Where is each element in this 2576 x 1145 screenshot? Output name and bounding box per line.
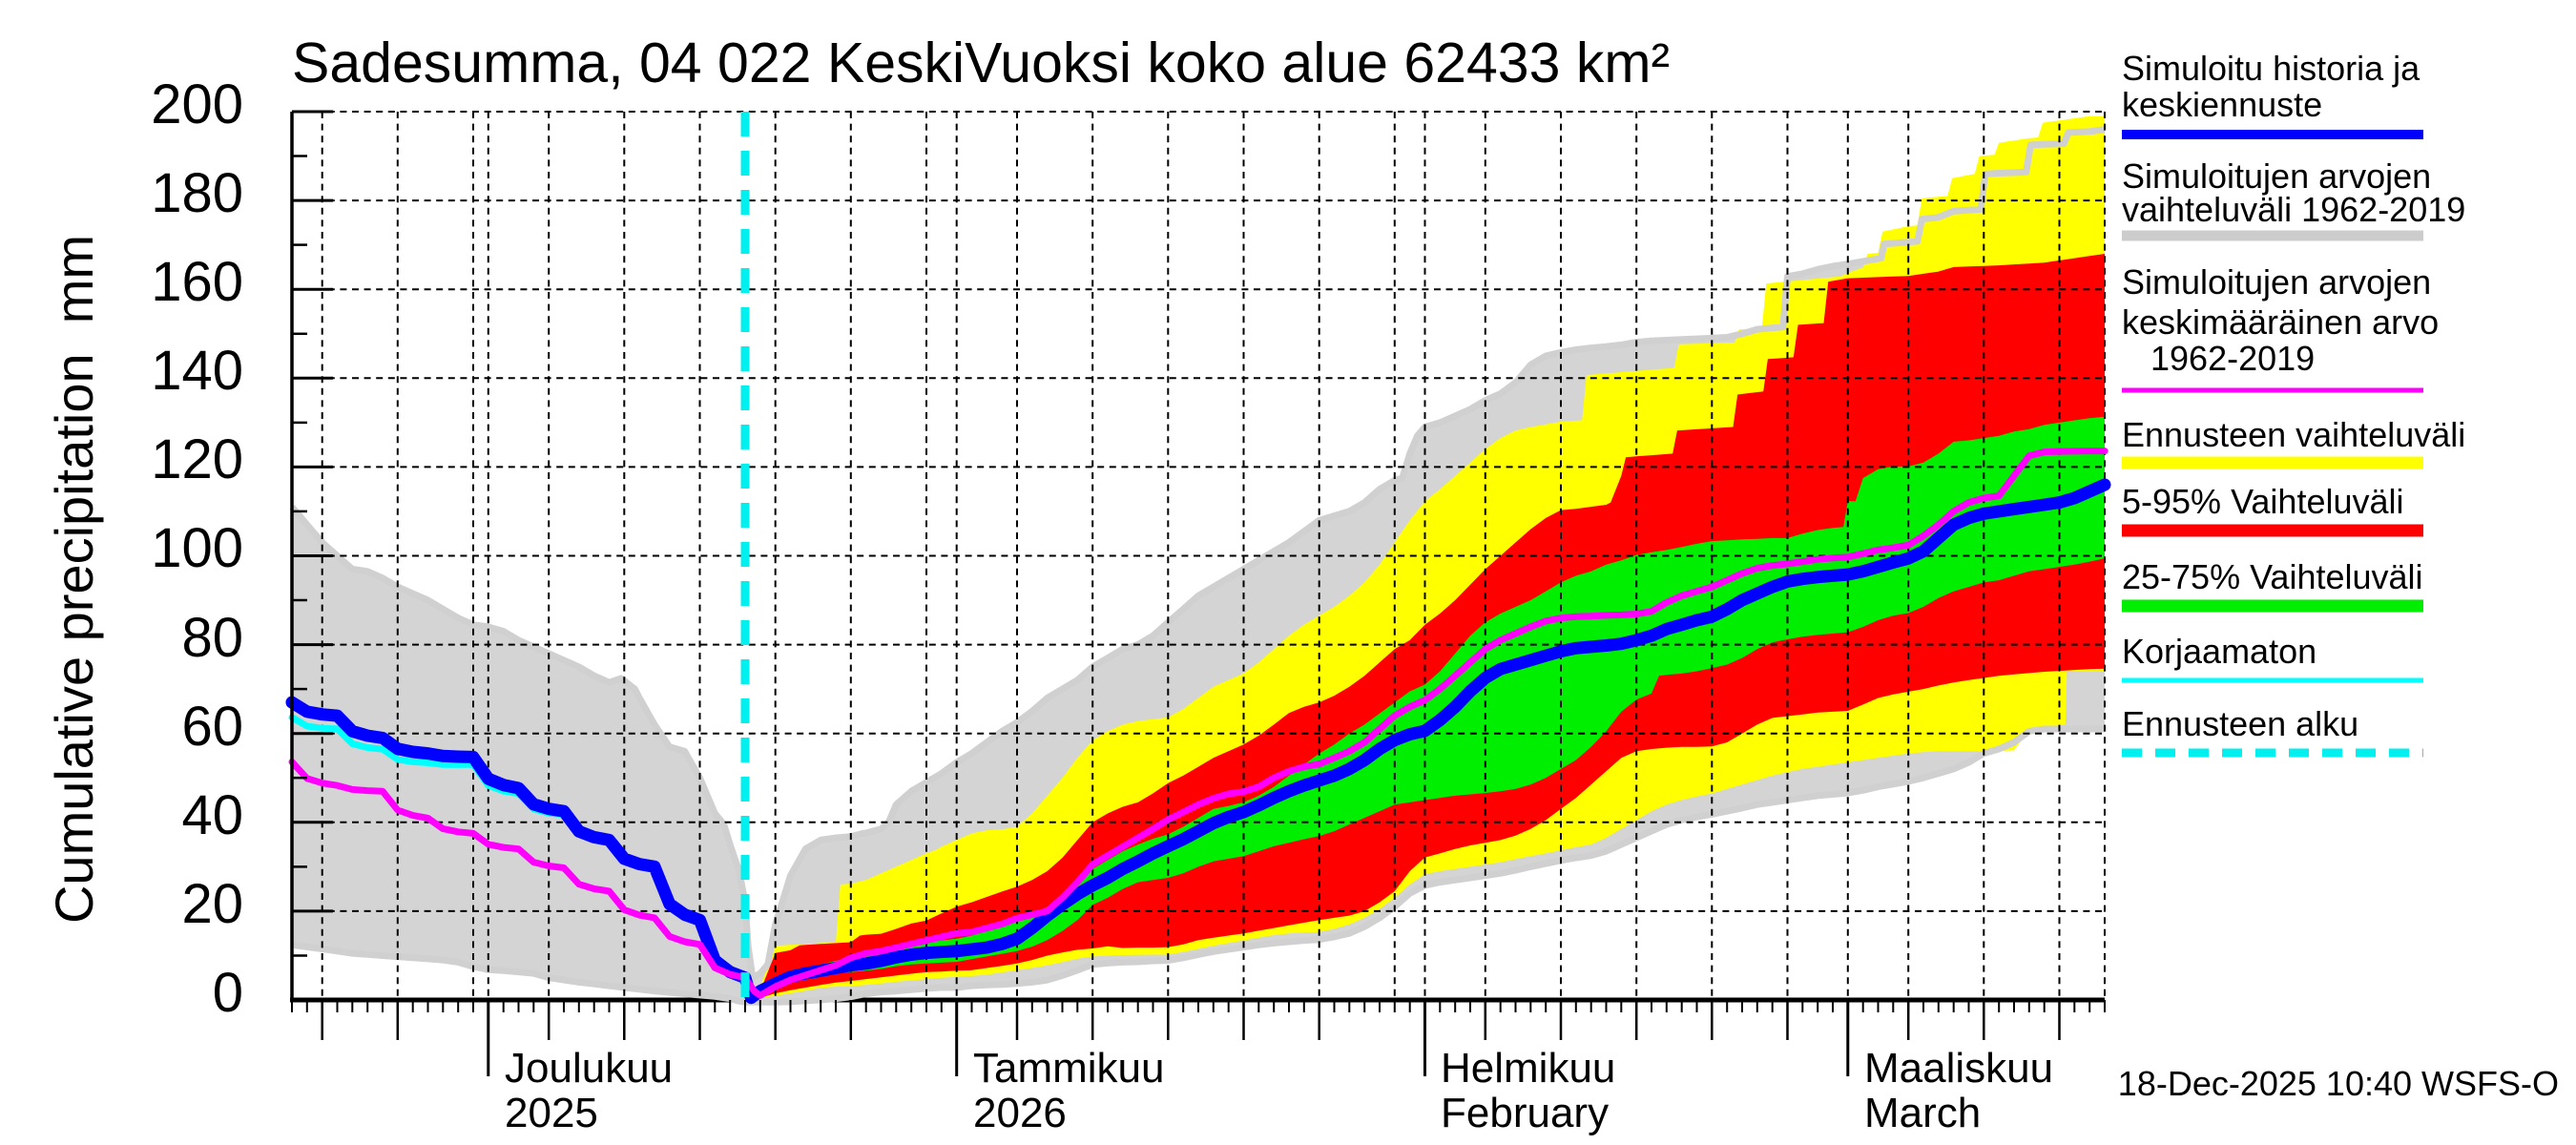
svg-text:Maaliskuu: Maaliskuu xyxy=(1864,1045,2053,1092)
svg-text:120: 120 xyxy=(151,428,243,490)
svg-text:200: 200 xyxy=(151,73,243,135)
svg-text:60: 60 xyxy=(181,696,243,758)
svg-text:Ennusteen alku: Ennusteen alku xyxy=(2122,704,2358,743)
svg-text:keskiennuste: keskiennuste xyxy=(2122,85,2322,124)
svg-text:100: 100 xyxy=(151,517,243,579)
svg-text:vaihteluväli 1962-2019: vaihteluväli 1962-2019 xyxy=(2122,190,2465,229)
svg-text:March: March xyxy=(1864,1090,1981,1136)
svg-text:1962-2019: 1962-2019 xyxy=(2150,339,2315,378)
svg-text:5-95% Vaihteluväli: 5-95% Vaihteluväli xyxy=(2122,482,2404,521)
svg-text:0: 0 xyxy=(213,962,243,1024)
svg-text:Ennusteen vaihteluväli: Ennusteen vaihteluväli xyxy=(2122,415,2465,454)
svg-text:Cumulative precipitation mm: Cumulative precipitation mm xyxy=(44,235,104,924)
svg-text:140: 140 xyxy=(151,340,243,402)
svg-text:Tammikuu: Tammikuu xyxy=(973,1045,1165,1092)
svg-text:keskimääräinen arvo: keskimääräinen arvo xyxy=(2122,302,2439,342)
svg-text:Sadesumma, 04 022 KeskiVuoksi: Sadesumma, 04 022 KeskiVuoksi koko alue … xyxy=(292,31,1670,94)
svg-text:Korjaamaton: Korjaamaton xyxy=(2122,632,2316,671)
svg-text:Simuloitu historia ja: Simuloitu historia ja xyxy=(2122,49,2420,88)
svg-text:25-75% Vaihteluväli: 25-75% Vaihteluväli xyxy=(2122,557,2423,596)
svg-text:160: 160 xyxy=(151,251,243,313)
svg-text:Simuloitujen arvojen: Simuloitujen arvojen xyxy=(2122,156,2431,196)
svg-text:Simuloitujen arvojen: Simuloitujen arvojen xyxy=(2122,262,2431,302)
svg-text:February: February xyxy=(1441,1090,1609,1136)
svg-text:Joulukuu: Joulukuu xyxy=(505,1045,673,1092)
svg-text:180: 180 xyxy=(151,162,243,224)
svg-text:20: 20 xyxy=(181,873,243,935)
svg-text:80: 80 xyxy=(181,607,243,669)
svg-text:40: 40 xyxy=(181,784,243,846)
svg-text:2025: 2025 xyxy=(505,1090,598,1136)
svg-text:2026: 2026 xyxy=(973,1090,1067,1136)
svg-text:18-Dec-2025 10:40 WSFS-O: 18-Dec-2025 10:40 WSFS-O xyxy=(2118,1064,2559,1103)
svg-text:Helmikuu: Helmikuu xyxy=(1441,1045,1615,1092)
